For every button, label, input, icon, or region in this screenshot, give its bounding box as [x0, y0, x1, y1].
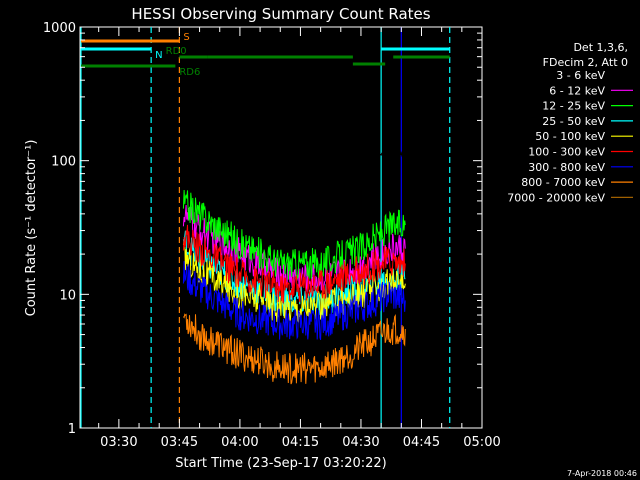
plot-frame	[79, 26, 483, 429]
series-line	[182, 261, 406, 341]
y-tick-label: 1000	[43, 21, 76, 36]
flag-label: S	[183, 32, 189, 43]
chart-title: HESSI Observing Summary Count Rates	[131, 5, 430, 23]
x-tick-label: 05:00	[463, 435, 500, 450]
legend-entry-label: 7000 - 20000 keV	[507, 191, 605, 204]
flag-label: RD0	[166, 46, 187, 57]
y-tick-label: 100	[51, 155, 76, 170]
footer-date: 7-Apr-2018 00:46	[567, 469, 637, 478]
x-tick-label: 03:30	[100, 435, 137, 450]
legend-entry-label: 300 - 800 keV	[528, 161, 605, 174]
y-axis: 1 10 100 1000	[43, 21, 482, 437]
x-tick-label: 04:15	[282, 435, 319, 450]
x-tick-label: 04:45	[403, 435, 440, 450]
series-lines	[182, 144, 406, 385]
legend-entry-label: 12 - 25 keV	[542, 100, 605, 113]
series-line	[183, 313, 406, 385]
series-line	[183, 144, 406, 161]
flag-label: RD6	[179, 67, 200, 78]
x-axis-label: Start Time (23-Sep-17 03:20:22)	[175, 456, 386, 471]
flag-label: N	[155, 50, 162, 61]
series-line	[182, 224, 406, 304]
x-tick-label: 04:30	[342, 435, 379, 450]
legend-header-line: Det 1,3,6,	[573, 41, 628, 54]
flag-bars: S N RD0 RD6	[81, 32, 450, 78]
y-tick-label: 10	[59, 288, 76, 303]
legend-entry-label: 800 - 7000 keV	[521, 176, 605, 189]
y-axis-label: Count Rate (s⁻¹ detector⁻¹)	[24, 140, 39, 317]
legend-entry-label: 6 - 12 keV	[549, 84, 605, 97]
x-tick-label: 04:00	[221, 435, 258, 450]
legend-entry-label: 100 - 300 keV	[528, 146, 605, 159]
series-line	[182, 189, 406, 280]
x-tick-label: 03:45	[161, 435, 198, 450]
legend-header-line: FDecim 2, Att 0	[543, 56, 628, 69]
y-tick-label: 1	[68, 422, 76, 437]
x-axis: 03:30 03:45 04:00 04:15 04:30 04:45 05:00	[98, 27, 501, 450]
legend-entry-label: 25 - 50 keV	[542, 115, 605, 128]
legend-entry-label: 3 - 6 keV	[556, 69, 605, 82]
legend-entry-label: 50 - 100 keV	[535, 130, 605, 143]
legend: Det 1,3,6, FDecim 2, Att 03 - 6 keV 6 - 12…	[507, 41, 633, 204]
vertical-markers	[80, 27, 451, 428]
